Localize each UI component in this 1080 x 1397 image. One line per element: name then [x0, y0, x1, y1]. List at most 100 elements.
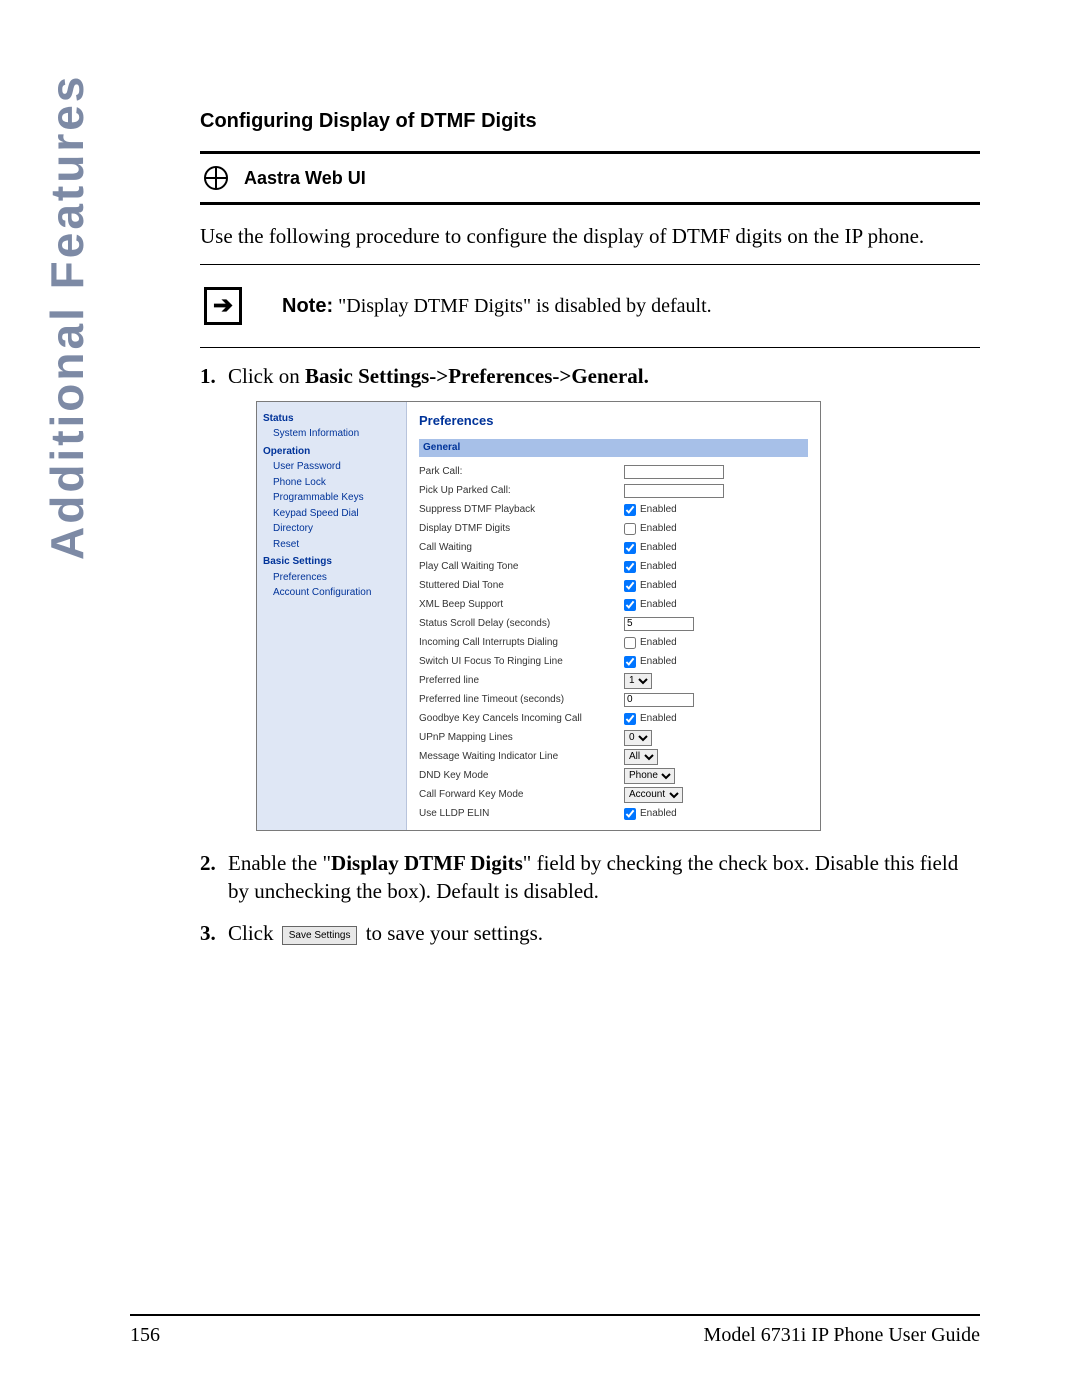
form-row: Display DTMF Digits Enabled: [419, 520, 808, 538]
save-settings-button[interactable]: Save Settings: [282, 926, 358, 946]
field-label: Status Scroll Delay (seconds): [419, 617, 624, 631]
checkbox-label: Enabled: [640, 541, 677, 555]
checkbox[interactable]: [624, 637, 636, 649]
select-input[interactable]: All: [624, 749, 658, 765]
nav-item[interactable]: Programmable Keys: [273, 491, 400, 505]
field-label: DND Key Mode: [419, 769, 624, 783]
form-row: Pick Up Parked Call:: [419, 482, 808, 500]
checkbox[interactable]: [624, 599, 636, 611]
nav-head-status[interactable]: Status: [263, 412, 400, 426]
note-text: Note: "Display DTMF Digits" is disabled …: [282, 295, 712, 318]
checkbox-label: Enabled: [640, 598, 677, 612]
nav-item[interactable]: Preferences: [273, 571, 400, 585]
field-label: Incoming Call Interrupts Dialing: [419, 636, 624, 650]
preferences-title: Preferences: [419, 412, 808, 430]
checkbox-label: Enabled: [640, 712, 677, 726]
rule: [200, 264, 980, 265]
checkbox-label: Enabled: [640, 560, 677, 574]
checkbox[interactable]: [624, 713, 636, 725]
form-row: DND Key ModePhone: [419, 767, 808, 785]
step-2: Enable the "Display DTMF Digits" field b…: [200, 849, 980, 906]
text-input[interactable]: [624, 617, 694, 631]
checkbox[interactable]: [624, 808, 636, 820]
rule: [200, 202, 980, 205]
subheading: Aastra Web UI: [244, 168, 366, 189]
note-body: "Display DTMF Digits" is disabled by def…: [338, 295, 712, 317]
intro-paragraph: Use the following procedure to configure…: [200, 223, 980, 250]
nav-item[interactable]: Directory: [273, 522, 400, 536]
select-input[interactable]: 1: [624, 673, 652, 689]
checkbox[interactable]: [624, 561, 636, 573]
checkbox[interactable]: [624, 504, 636, 516]
field-label: Switch UI Focus To Ringing Line: [419, 655, 624, 669]
note-label: Note:: [282, 295, 333, 317]
rule: [200, 347, 980, 348]
step-bold: Display DTMF Digits: [331, 851, 523, 875]
step-bold: Basic Settings->Preferences->General.: [305, 364, 649, 388]
field-label: Pick Up Parked Call:: [419, 484, 624, 498]
field-label: Use LLDP ELIN: [419, 807, 624, 821]
text-input[interactable]: [624, 465, 724, 479]
field-label: XML Beep Support: [419, 598, 624, 612]
step-3: Click Save Settings to save your setting…: [200, 919, 980, 947]
page-number: 156: [130, 1324, 160, 1347]
steps-list: Click on Basic Settings->Preferences->Ge…: [200, 362, 980, 947]
field-label: Play Call Waiting Tone: [419, 560, 624, 574]
form-row: Use LLDP ELIN Enabled: [419, 805, 808, 823]
form-row: Preferred line Timeout (seconds): [419, 691, 808, 709]
form-row: XML Beep Support Enabled: [419, 596, 808, 614]
field-label: Preferred line Timeout (seconds): [419, 693, 624, 707]
nav-item[interactable]: Keypad Speed Dial: [273, 507, 400, 521]
doc-title: Model 6731i IP Phone User Guide: [704, 1324, 980, 1347]
form-row: Message Waiting Indicator LineAll: [419, 748, 808, 766]
form-row: Switch UI Focus To Ringing LineEnabled: [419, 653, 808, 671]
side-tab-label: Additional Features: [40, 74, 94, 560]
field-label: Park Call:: [419, 465, 624, 479]
checkbox[interactable]: [624, 580, 636, 592]
field-label: Call Waiting: [419, 541, 624, 555]
form-row: Call Waiting Enabled: [419, 539, 808, 557]
field-label: Suppress DTMF Playback: [419, 503, 624, 517]
nav-item[interactable]: System Information: [273, 427, 400, 441]
webui-nav: Status System Information Operation User…: [257, 402, 407, 830]
form-row: Incoming Call Interrupts Dialing Enabled: [419, 634, 808, 652]
section-heading: Configuring Display of DTMF Digits: [200, 110, 980, 133]
step-text: Click: [228, 921, 279, 945]
checkbox[interactable]: [624, 656, 636, 668]
form-row: Play Call Waiting Tone Enabled: [419, 558, 808, 576]
checkbox-label: Enabled: [640, 807, 677, 821]
select-input[interactable]: 0: [624, 730, 652, 746]
form-row: UPnP Mapping Lines0: [419, 729, 808, 747]
step-text: to save your settings.: [360, 921, 543, 945]
step-1: Click on Basic Settings->Preferences->Ge…: [200, 362, 980, 830]
nav-head-operation[interactable]: Operation: [263, 445, 400, 459]
nav-head-basic[interactable]: Basic Settings: [263, 555, 400, 569]
text-input[interactable]: [624, 484, 724, 498]
form-row: Goodbye Key Cancels Incoming Call Enabled: [419, 710, 808, 728]
text-input[interactable]: [624, 693, 694, 707]
field-label: Display DTMF Digits: [419, 522, 624, 536]
step-text: Click on: [228, 364, 305, 388]
checkbox[interactable]: [624, 542, 636, 554]
select-input[interactable]: Account: [624, 787, 683, 803]
form-row: Stuttered Dial ToneEnabled: [419, 577, 808, 595]
nav-item[interactable]: Account Configuration: [273, 586, 400, 600]
field-label: Goodbye Key Cancels Incoming Call: [419, 712, 624, 726]
form-row: Park Call:: [419, 463, 808, 481]
checkbox-label: Enabled: [640, 522, 677, 536]
nav-item[interactable]: Phone Lock: [273, 476, 400, 490]
nav-item[interactable]: Reset: [273, 538, 400, 552]
subheading-row: Aastra Web UI: [200, 160, 980, 196]
webui-main: Preferences General Park Call:Pick Up Pa…: [407, 402, 820, 830]
globe-icon: [204, 166, 228, 190]
page-footer: 156 Model 6731i IP Phone User Guide: [0, 1314, 1080, 1347]
checkbox-label: Enabled: [640, 636, 677, 650]
select-input[interactable]: Phone: [624, 768, 675, 784]
arrow-icon: ➔: [204, 287, 242, 325]
checkbox[interactable]: [624, 523, 636, 535]
form-row: Status Scroll Delay (seconds): [419, 615, 808, 633]
note-block: ➔ Note: "Display DTMF Digits" is disable…: [200, 269, 980, 343]
step-text: Enable the ": [228, 851, 331, 875]
field-label: Message Waiting Indicator Line: [419, 750, 624, 764]
nav-item[interactable]: User Password: [273, 460, 400, 474]
